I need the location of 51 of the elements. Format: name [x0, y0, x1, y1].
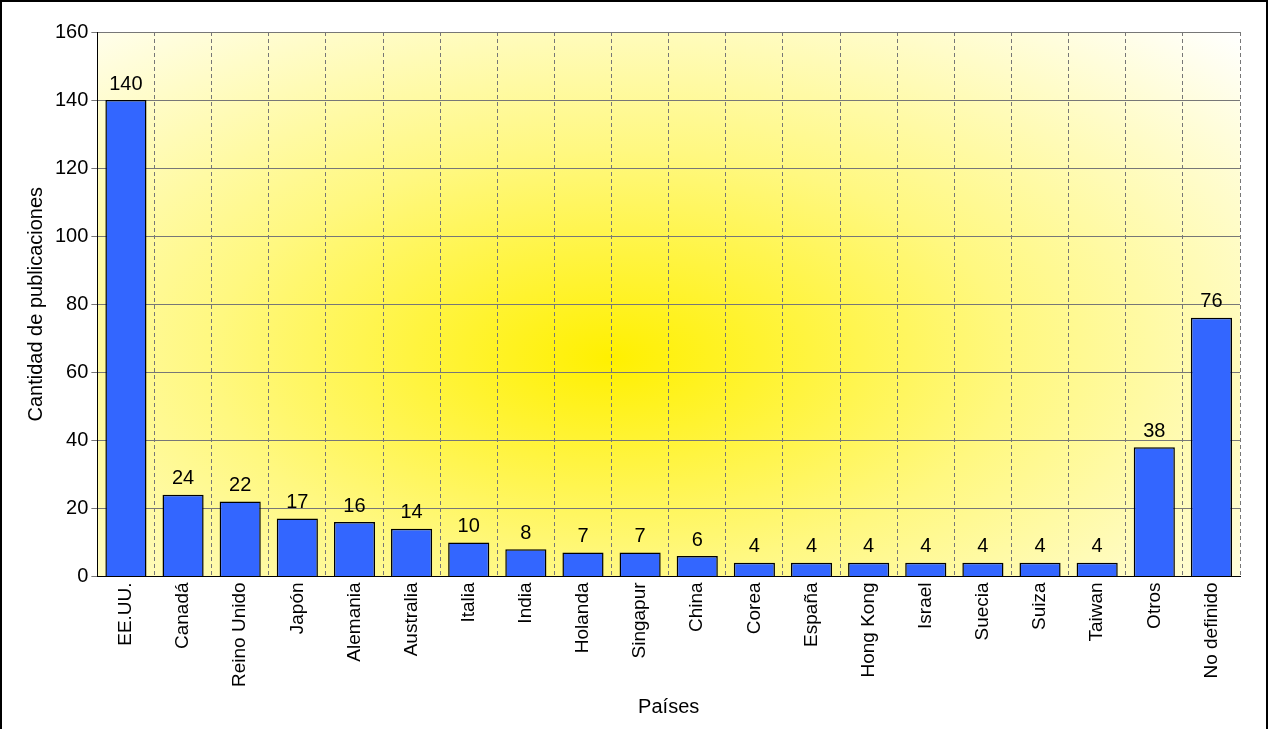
x-tick-label: España: [799, 582, 821, 647]
x-tick-label: Otros: [1142, 582, 1164, 629]
data-label: 22: [229, 473, 252, 496]
x-tick-label: China: [685, 582, 707, 633]
x-tick-label: Japón: [285, 582, 307, 635]
data-label: 4: [920, 534, 932, 557]
x-tick-label: Italia: [456, 582, 478, 623]
x-tick-label: India: [514, 582, 536, 624]
data-label: 4: [805, 534, 818, 557]
data-label: 4: [863, 534, 875, 557]
y-axis-title: Cantidad de publicaciones: [23, 186, 46, 422]
x-tick-label: Alemania: [342, 582, 364, 662]
x-tick-label: EE.UU.: [114, 582, 136, 646]
y-tick-label: 20: [66, 495, 89, 518]
data-label: 76: [1200, 289, 1223, 312]
x-tick-label: Suiza: [1028, 582, 1050, 630]
x-tick-label: Canadá: [171, 582, 193, 649]
data-label: 24: [171, 466, 195, 489]
data-label: 4: [1034, 534, 1046, 557]
y-tick-label: 80: [66, 291, 89, 314]
y-tick-label: 0: [77, 563, 89, 586]
data-label: 16: [343, 493, 366, 516]
data-label: 38: [1143, 418, 1166, 441]
data-label: 4: [977, 534, 989, 557]
y-tick-label: 100: [54, 223, 89, 246]
x-tick-label: Reino Unido: [228, 582, 250, 688]
data-label: 4: [748, 534, 760, 557]
data-label: 6: [691, 527, 703, 550]
x-tick-label: Corea: [742, 582, 764, 635]
x-tick-label: Singapur: [628, 581, 650, 659]
data-label: 10: [457, 513, 480, 536]
x-tick-label: Australia: [399, 582, 421, 657]
data-label: 140: [109, 71, 143, 94]
x-axis-title: Países: [638, 694, 700, 717]
data-label: 17: [286, 490, 309, 513]
x-tick-label: Suecia: [971, 582, 993, 641]
y-tick-label: 60: [66, 359, 89, 382]
data-label: 8: [520, 520, 532, 543]
data-label: 7: [577, 524, 589, 547]
x-tick-label: No definido: [1199, 582, 1221, 679]
y-tick-label: 140: [54, 87, 89, 110]
y-tick-label: 120: [54, 155, 89, 178]
data-label: 7: [634, 524, 646, 547]
y-tick-label: 160: [54, 19, 89, 42]
data-label: 14: [400, 500, 423, 523]
y-tick-label: 40: [66, 427, 89, 450]
x-tick-label: Hong Kong: [856, 582, 878, 678]
x-tick-label: Israel: [914, 582, 936, 629]
x-tick-label: Holanda: [571, 582, 593, 654]
data-label: 4: [1091, 534, 1103, 557]
x-tick-label: Taiwan: [1085, 582, 1107, 642]
